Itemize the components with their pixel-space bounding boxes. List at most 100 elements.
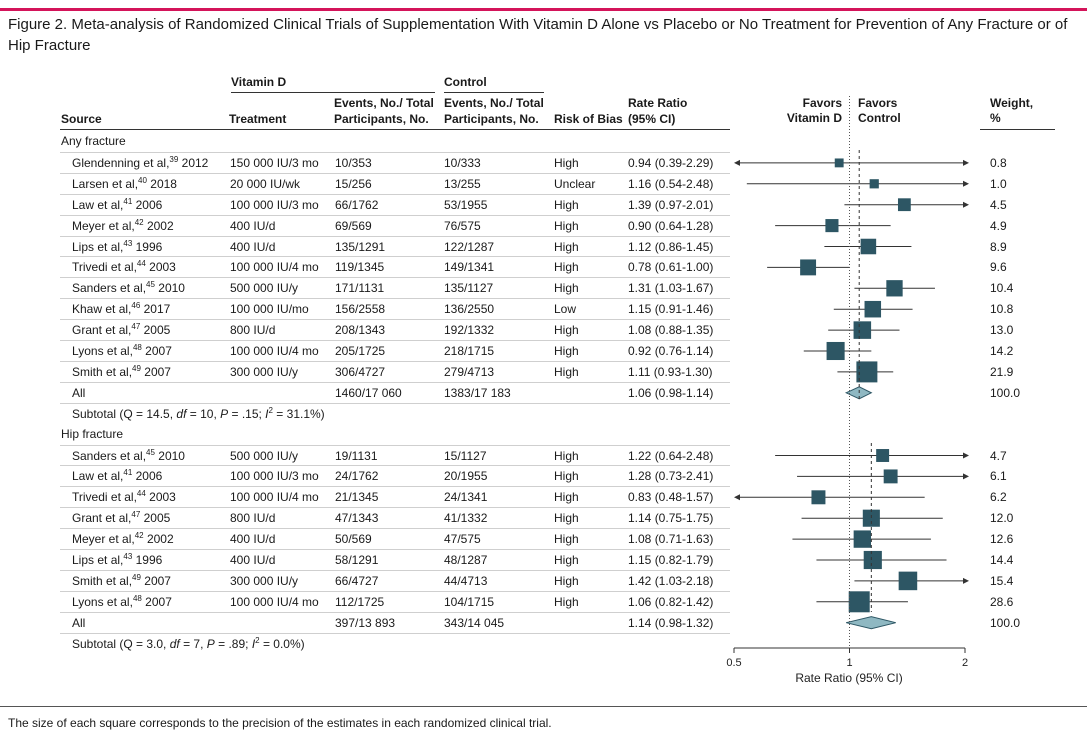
subtotal-hip-fracture: Subtotal (Q = 3.0, df = 7, P = .89; I2 =… (72, 636, 305, 651)
risk-of-bias-cell: High (554, 490, 579, 505)
rate-ratio-label: 1.08 (0.88-1.35) (628, 323, 714, 338)
pooled-rate-ratio-any-fracture: 1.06 (0.98-1.14) (628, 385, 714, 400)
source-year: 2007 (140, 573, 171, 588)
study-right-arrow (963, 180, 969, 187)
row-rule (60, 319, 730, 321)
subtotal-i-value: = 31.1%) (272, 406, 325, 421)
rate-ratio-label: 1.22 (0.64-2.48) (628, 448, 714, 463)
rate-ratio-label: 1.16 (0.54-2.48) (628, 176, 714, 191)
vitd-events-cell: 66/4727 (335, 573, 379, 588)
row-rule (60, 549, 730, 550)
control-events-cell: 279/4713 (444, 364, 495, 379)
control-events-cell: 136/2550 (444, 302, 495, 317)
header-participants-control: Participants, No. (444, 112, 539, 126)
section-rule-any-fracture (60, 151, 730, 153)
subtotal-i: I (265, 406, 269, 421)
vitd-events-cell: 19/1131 (335, 448, 378, 463)
source-ref: 39 (169, 154, 179, 164)
weight-label: 0.8 (990, 155, 1007, 170)
source-cell: Lyons et al,48 2007 (72, 593, 172, 609)
source-ref: 48 (132, 343, 142, 352)
source-cell: Trivedi et al,44 2003 (72, 259, 176, 275)
weight-label: 12.0 (990, 511, 1014, 526)
study-point-marker (863, 550, 882, 570)
source-ref: 40 (138, 175, 147, 185)
pooled-diamond-hip-fracture (846, 616, 896, 630)
weight-label: 4.9 (990, 218, 1007, 233)
vitd-events-cell: 208/1343 (335, 323, 386, 338)
vitd-events-cell: 156/2558 (335, 302, 386, 317)
vitd-events-cell: 119/1345 (335, 260, 385, 275)
source-year: 2002 (143, 532, 174, 547)
header-bottom-rule (60, 129, 730, 130)
source-author: Lyons et al, (72, 344, 133, 358)
risk-of-bias-cell: Unclear (554, 176, 596, 191)
source-cell: Larsen et al,40 2018 (72, 175, 177, 191)
vitd-events-cell: 112/1725 (335, 594, 385, 609)
figure-bottom-rule (0, 706, 1087, 707)
weight-label: 12.6 (990, 532, 1014, 547)
vitd-events-cell: 58/1291 (335, 553, 379, 567)
x-tick-label: 2 (962, 657, 968, 669)
treatment-cell: 100 000 IU/4 mo (230, 260, 319, 275)
header-participants-vitd: Participants, No. (334, 112, 429, 126)
source-year: 2007 (140, 364, 171, 379)
rate-ratio-label: 0.92 (0.76-1.14) (628, 344, 714, 358)
control-events-cell: 192/1332 (444, 323, 495, 338)
source-cell: Meyer et al,42 2002 (72, 218, 174, 233)
source-ref: 45 (146, 447, 155, 457)
vitd-events-cell: 21/1345 (335, 490, 379, 505)
row-rule (60, 381, 730, 383)
vitd-events-cell: 15/256 (335, 176, 372, 191)
subtotal-any-fracture: Subtotal (Q = 14.5, df = 10, P = .15; I2… (72, 406, 325, 421)
risk-of-bias-cell: High (554, 260, 579, 275)
study-point-marker (869, 179, 879, 189)
source-cell: Grant et al,47 2005 (72, 323, 170, 338)
row-rule (60, 569, 730, 571)
source-cell: Glendenning et al,39 2012 (72, 154, 209, 170)
treatment-cell: 400 IU/d (230, 239, 276, 254)
source-author: Grant et al, (72, 511, 132, 526)
source-ref: 48 (132, 593, 142, 603)
treatment-cell: 300 000 IU/y (230, 364, 299, 379)
source-cell: Sanders et al,45 2010 (72, 281, 185, 296)
control-events-cell: 149/1341 (444, 260, 495, 275)
row-rule (60, 256, 730, 258)
source-year: 2012 (178, 155, 209, 170)
source-cell: Law et al,41 2006 (72, 469, 162, 484)
header-favors-control-line2: Control (858, 111, 901, 125)
source-cell: Lyons et al,48 2007 (72, 343, 172, 359)
source-year: 2010 (154, 281, 185, 296)
risk-of-bias-cell: High (554, 323, 579, 338)
study-point-marker (825, 219, 839, 233)
control-events-cell: 53/1955 (444, 197, 488, 212)
header-rate-ratio-ci: (95% CI) (628, 112, 676, 126)
study-point-marker (856, 361, 878, 383)
row-rule (60, 360, 730, 362)
source-ref: 44 (136, 259, 146, 269)
source-year: 1996 (132, 239, 163, 254)
source-cell: Smith et al,49 2007 (72, 573, 171, 588)
control-events-cell: 76/575 (444, 218, 481, 233)
vitd-events-cell: 306/4727 (335, 364, 386, 379)
x-tick-label: 1 (846, 657, 852, 669)
source-author: Sanders et al, (72, 448, 147, 463)
header-bottom-rule-right (980, 129, 1055, 130)
source-author: Trivedi et al, (72, 490, 137, 505)
control-events-cell: 13/255 (444, 176, 481, 191)
treatment-cell: 500 000 IU/y (230, 448, 299, 463)
source-cell: Meyer et al,42 2002 (72, 532, 174, 547)
source-year: 2007 (141, 344, 172, 358)
section-header-any-fracture: Any fracture (61, 134, 126, 148)
header-weight-line1: Weight, (990, 96, 1034, 110)
source-cell: Lips et al,43 1996 (72, 553, 162, 568)
weight-label: 4.5 (990, 197, 1007, 212)
header-control-rule (444, 92, 544, 93)
vitd-events-cell: 171/1131 (335, 281, 385, 296)
rate-ratio-label: 1.15 (0.91-1.46) (628, 302, 714, 317)
treatment-cell: 100 000 IU/4 mo (230, 594, 319, 609)
source-ref: 44 (136, 489, 146, 499)
pooled-weight-hip-fracture: 100.0 (990, 615, 1021, 630)
source-year: 2007 (141, 594, 172, 609)
subtotal-p-value: = .15; (228, 406, 266, 421)
